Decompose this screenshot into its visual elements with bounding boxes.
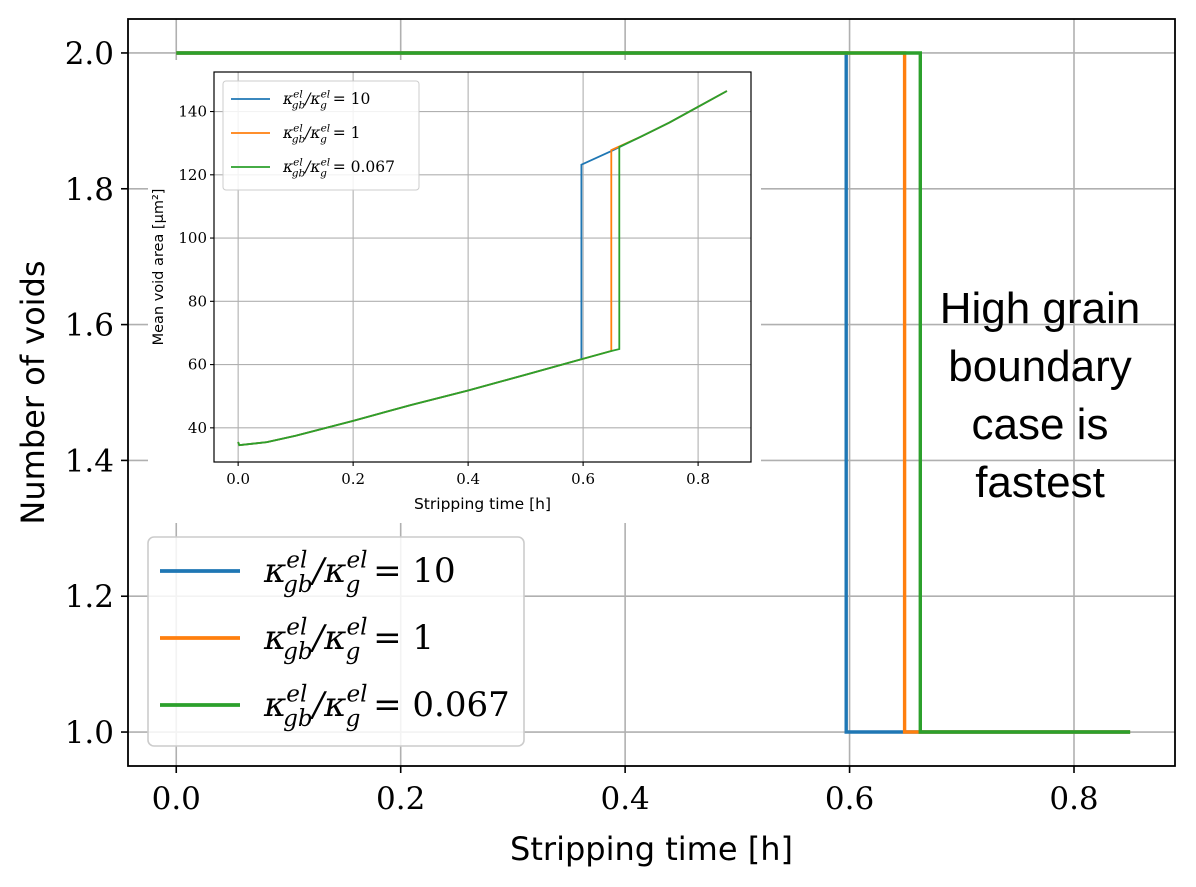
inset-ytick-label: 120 [178,166,207,184]
main-legend-label-0: κel gb/κel g = 10 [263,548,456,598]
main-annotation-line: case is [972,400,1109,449]
inset-ytick-label: 100 [178,229,207,247]
inset-ytick-label: 140 [178,103,207,121]
main-legend-label-1: κel gb/κel g = 1 [263,615,434,665]
inset-xtick-label: 0.0 [226,470,250,488]
inset-y-axis-label: Mean void area [μm²] [151,189,167,346]
inset-x-axis-label: Stripping time [h] [414,495,551,513]
legend-ratio-value: = 10 [373,551,456,591]
main-x-axis-label: Stripping time [h] [510,830,793,868]
main-xtick-label: 0.0 [152,781,201,817]
main-ytick-label: 1.6 [65,308,114,344]
inset-ytick-label: 60 [188,356,207,374]
inset-xtick-label: 0.4 [456,470,480,488]
inset-ytick-label: 40 [188,419,207,437]
inset-legend-label-2: κel gb/κel g = 0.067 [282,156,395,179]
main-legend: κel gb/κel g = 10 κel gb/κel g = 1 κel gb/κel g = 0… [147,536,525,747]
legend-ratio-value: = 1 [373,618,434,658]
main-ytick-label: 1.8 [65,172,114,208]
inset-xtick-label: 0.6 [571,470,595,488]
inset-legend-label-1: κel gb/κel g = 1 [282,122,361,145]
main-xtick-label: 0.6 [825,781,874,817]
inset-legend-label-0: κel gb/κel g = 10 [282,88,370,111]
main-legend-box [147,536,525,747]
main-y-axis-label: Number of voids [14,260,52,524]
main-ytick-label: 1.2 [65,579,114,615]
legend-ratio-value: = 10 [333,90,371,108]
main-chart: 0.0 0.2 0.4 0.6 0.8 1.0 1.2 1.4 1.6 1.8 2.0 Strippi… [14,18,1176,868]
inset-axes-frame [213,71,752,463]
legend-ratio-value: = 0.067 [373,685,510,725]
main-ytick-label: 2.0 [65,36,114,72]
main-ytick-label: 1.0 [65,715,114,751]
inset-ytick-label: 80 [188,292,207,310]
main-series-line-2 [176,51,1131,734]
legend-ratio-value: = 0.067 [333,158,395,176]
main-xtick-label: 0.4 [600,781,649,817]
inset-xtick-label: 0.8 [686,470,710,488]
inset-series-line-2 [237,90,728,447]
main-xtick-label: 0.8 [1049,781,1098,817]
inset-chart: 0.0 0.2 0.4 0.6 0.8 40 60 80 100 120 140 Stripping … [151,71,752,513]
main-ytick-label: 1.4 [65,443,114,479]
inset-legend: κel gb/κel g = 10 κel gb/κel g = 1 κel gb/κel g = 0… [222,80,420,191]
main-axes-frame [127,18,1176,767]
main-annotation-line: boundary [948,342,1131,391]
main-annotation-line: fastest [975,458,1105,507]
inset-legend-box [222,80,420,191]
legend-ratio-value: = 1 [333,124,361,142]
main-annotation-line: High grain [940,284,1141,333]
main-legend-label-2: κel gb/κel g = 0.067 [263,682,510,732]
main-xtick-label: 0.2 [376,781,425,817]
inset-xtick-label: 0.2 [341,470,365,488]
